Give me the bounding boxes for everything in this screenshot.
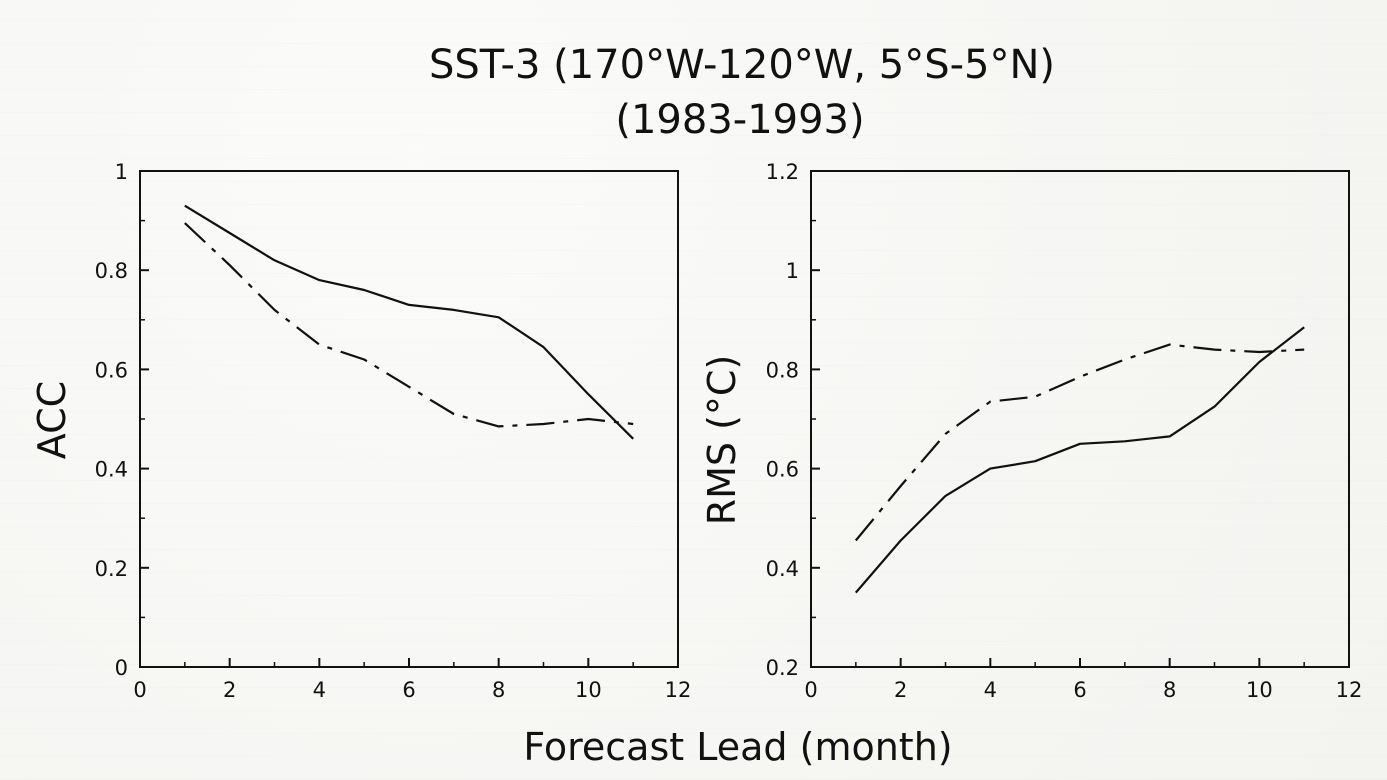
rms-x-tick-label: 0 bbox=[804, 678, 817, 702]
acc-y-tick-label: 0.6 bbox=[95, 358, 128, 382]
rms-y-tick-label: 0.4 bbox=[766, 557, 799, 581]
acc-y-tick-label: 0.4 bbox=[95, 458, 128, 482]
rms-x-tick-label: 4 bbox=[984, 678, 997, 702]
shared-x-axis-label: Forecast Lead (month) bbox=[523, 725, 952, 769]
rms-plot-frame bbox=[810, 170, 1350, 668]
acc-y-tick-label: 0.8 bbox=[95, 259, 128, 283]
rms-x-tick-label: 2 bbox=[894, 678, 907, 702]
acc-x-tick-label: 10 bbox=[575, 678, 602, 702]
acc-y-tick-label: 0.2 bbox=[95, 557, 128, 581]
rms-x-tick-label: 8 bbox=[1163, 678, 1176, 702]
rms-y-tick-label: 1 bbox=[786, 259, 799, 283]
rms-y-tick-label: 0.8 bbox=[766, 358, 799, 382]
acc-x-tick-label: 0 bbox=[133, 678, 146, 702]
acc-x-tick-label: 2 bbox=[223, 678, 236, 702]
rms-panel: 0 2 4 6 8 10 12 0.2 0.4 0.6 0.8 1 1.2 RMS (°C) bbox=[700, 160, 1362, 702]
acc-panel: 0 2 4 6 8 10 12 0 0.2 0.4 0.6 0.8 1 ACC bbox=[30, 160, 691, 702]
acc-x-tick-label: 4 bbox=[313, 678, 326, 702]
acc-y-axis-label: ACC bbox=[30, 381, 74, 459]
rms-y-tick-label: 0.6 bbox=[766, 458, 799, 482]
acc-y-tick-label: 0 bbox=[115, 656, 128, 680]
rms-series-dash-dot-line bbox=[854, 343, 1305, 542]
rms-y-axis-label: RMS (°C) bbox=[700, 355, 744, 526]
rms-y-tick-label: 0.2 bbox=[766, 656, 799, 680]
chart-title-line-2: (1983-1993) bbox=[615, 97, 864, 143]
rms-series-solid-line bbox=[854, 326, 1305, 594]
rms-y-tick-label: 1.2 bbox=[766, 160, 799, 184]
acc-x-tick-label: 6 bbox=[402, 678, 415, 702]
rms-x-tick-label: 12 bbox=[1336, 678, 1363, 702]
chart-title-line-1: SST-3 (170°W-120°W, 5°S-5°N) bbox=[429, 42, 1055, 88]
rms-x-tick-label: 10 bbox=[1246, 678, 1273, 702]
acc-series-solid-line bbox=[184, 204, 634, 440]
acc-series-dash-dot-line bbox=[184, 222, 634, 428]
acc-x-tick-label: 12 bbox=[665, 678, 692, 702]
rms-x-tick-label: 6 bbox=[1073, 678, 1086, 702]
acc-y-tick-label: 1 bbox=[115, 160, 128, 184]
acc-x-tick-label: 8 bbox=[492, 678, 505, 702]
